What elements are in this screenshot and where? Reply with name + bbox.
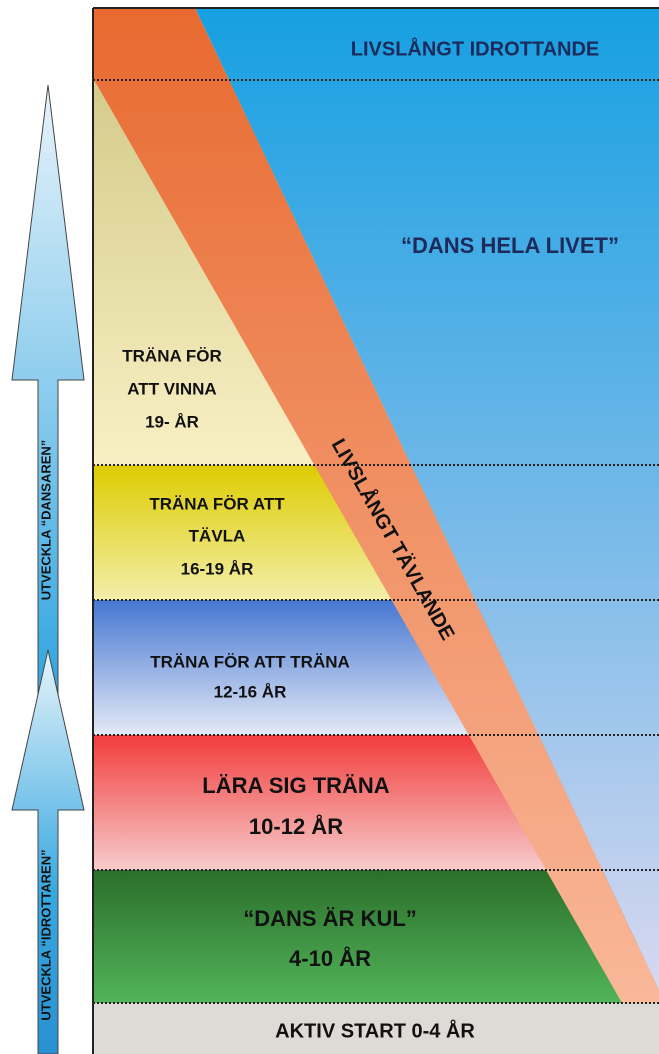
stage-label: “DANS ÄR KUL”	[243, 906, 417, 931]
stage-label: 12-16 ÅR	[214, 682, 287, 701]
stage-label: AKTIV START 0-4 ÅR	[275, 1018, 475, 1042]
stage-label: LÄRA SIG TRÄNA	[202, 773, 390, 798]
arrow-up	[11, 649, 85, 1054]
stage-label: 4-10 ÅR	[289, 945, 371, 971]
stage-label: 16-19 ÅR	[181, 559, 254, 578]
motto: “DANS HELA LIVET”	[401, 233, 619, 258]
stage-label: ATT VINNA	[127, 379, 216, 398]
top-label: LIVSLÅNGT IDROTTANDE	[351, 36, 600, 60]
stage-label: 10-12 ÅR	[249, 813, 343, 839]
stage-bg	[93, 1003, 659, 1054]
stage-label: TRÄNA FÖR ATT	[149, 494, 285, 513]
competition-band	[93, 8, 659, 1003]
stage-label: TRÄNA FÖR	[122, 346, 221, 365]
stage-label: TÄVLA	[189, 526, 246, 545]
arrow-label: UTVECKLA “IDROTTAREN”	[38, 849, 53, 1020]
stage-label: 19- ÅR	[145, 412, 199, 431]
arrow-label: UTVECKLA “DANSAREN”	[38, 440, 53, 601]
stage-label: TRÄNA FÖR ATT TRÄNA	[150, 652, 350, 671]
arrow-up	[11, 84, 85, 1054]
